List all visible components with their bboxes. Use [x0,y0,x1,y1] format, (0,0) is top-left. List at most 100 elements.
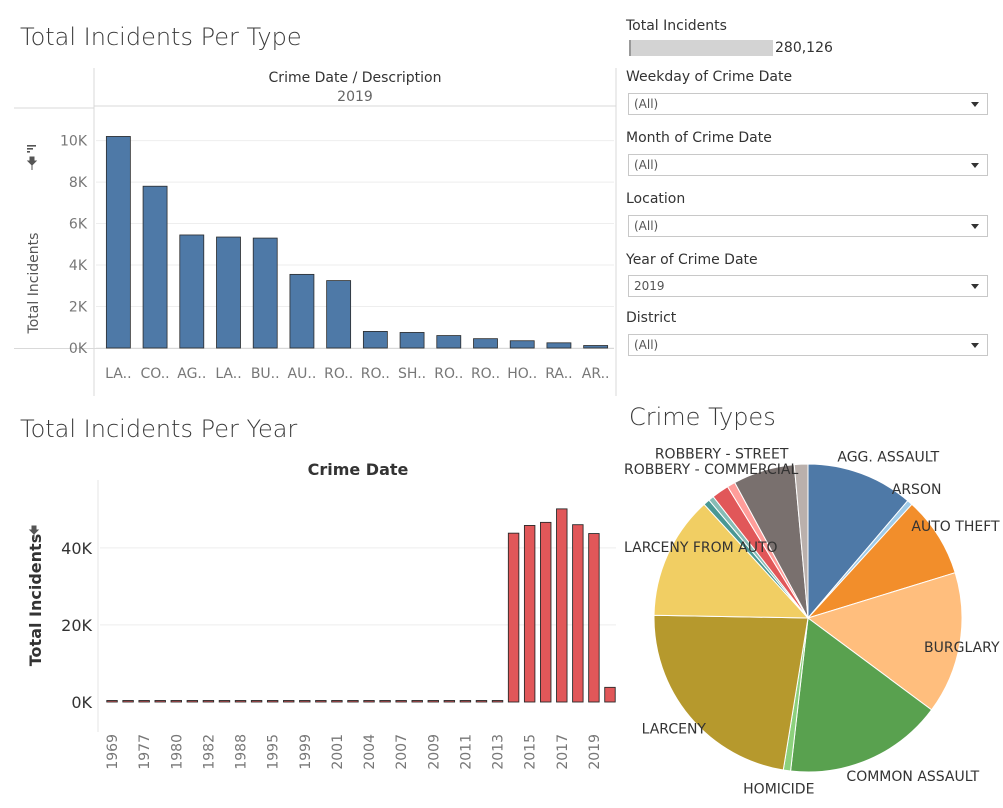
bar[interactable] [583,345,609,349]
x-tick-label: LA.. [215,366,241,382]
x-tick-label: 2013 [491,734,507,770]
y-tick-label: 4K [69,258,88,274]
pie-label: AGG. ASSAULT [837,450,939,466]
x-tick-label: 2019 [587,734,603,770]
bar[interactable] [347,700,359,703]
x-tick-label: 2011 [458,734,474,770]
location-filter-dropdown[interactable]: (All) [628,215,988,237]
bar[interactable] [179,234,205,349]
per-type-title: Total Incidents Per Type [20,23,302,51]
bar[interactable] [509,340,535,349]
bar[interactable] [523,525,536,703]
year-filter-value: 2019 [634,279,665,293]
pie-label: LARCENY FROM AUTO [624,540,778,556]
y-axis-title: Total Incidents [26,534,45,666]
district-filter-value: (All) [634,338,659,352]
bar[interactable] [491,700,504,703]
total-incidents-slider[interactable] [629,40,773,56]
pie-slice[interactable] [653,614,809,771]
x-tick-label: 1977 [137,734,153,770]
x-tick-label: HO.. [507,366,537,382]
bar[interactable] [202,700,215,703]
bar[interactable] [362,331,388,349]
pie-label: BURGLARY [924,640,1000,656]
month-filter-label: Month of Crime Date [626,130,772,146]
bar[interactable] [289,273,315,349]
x-tick-label: RO.. [324,366,353,382]
bar[interactable] [252,237,278,349]
pin-icon[interactable] [26,156,38,170]
bar[interactable] [326,280,352,349]
bar[interactable] [105,136,131,349]
y-tick-label: 40K [61,539,92,558]
bar[interactable] [459,700,472,703]
y-tick-label: 2K [69,300,88,316]
bar[interactable] [170,700,182,703]
bar[interactable] [475,700,488,703]
bar[interactable] [556,508,568,703]
pie-slice[interactable] [806,572,963,711]
bar[interactable] [604,686,616,703]
bar[interactable] [250,700,263,703]
bar[interactable] [186,700,199,703]
year-filter-label: Year of Crime Date [626,252,758,268]
location-filter-label: Location [626,191,686,207]
weekday-filter-dropdown[interactable]: (All) [628,93,988,115]
bar[interactable] [546,342,572,349]
bar[interactable] [540,521,552,703]
y-tick-label: 0K [69,341,88,357]
district-filter-label: District [626,310,677,326]
month-filter-dropdown[interactable]: (All) [628,154,988,176]
y-tick-label: 0K [71,693,92,712]
x-tick-label: 2004 [362,734,378,770]
x-tick-label: 1988 [234,734,250,770]
bar[interactable] [473,338,498,349]
bar[interactable] [138,700,150,703]
bar[interactable] [299,700,311,703]
pie-slice[interactable] [790,617,933,773]
district-filter-dropdown[interactable]: (All) [628,334,988,356]
x-tick-label: RO.. [434,366,463,382]
chevron-down-icon [971,343,979,348]
bar[interactable] [443,700,456,703]
bar[interactable] [234,700,247,703]
bar[interactable] [399,332,425,349]
pie-slice[interactable] [807,463,909,620]
bar[interactable] [588,533,600,703]
bar[interactable] [216,236,241,349]
bar[interactable] [106,700,118,703]
x-tick-label: 2009 [426,734,442,770]
bar[interactable] [122,700,134,703]
bar[interactable] [331,700,343,703]
bar[interactable] [427,700,439,703]
crime-types-title: Crime Types [629,403,776,431]
bar[interactable] [436,335,462,349]
bar[interactable] [142,185,168,349]
x-tick-label: 2007 [394,734,410,770]
bar[interactable] [283,700,295,703]
bar[interactable] [154,700,166,703]
year-filter-dropdown[interactable]: 2019 [628,275,988,297]
x-tick-label: 1969 [105,734,121,770]
pin-icon[interactable] [28,525,40,539]
bar[interactable] [379,700,391,703]
bar[interactable] [507,532,520,703]
sort-icon[interactable] [27,145,36,153]
weekday-filter-label: Weekday of Crime Date [626,69,793,85]
bar[interactable] [266,700,279,703]
bar[interactable] [363,700,375,703]
bar[interactable] [411,700,423,703]
pie-slice[interactable] [793,463,809,619]
y-axis-title: Total Incidents [26,233,42,335]
x-tick-label: 1999 [298,734,314,770]
chevron-down-icon [971,163,979,168]
bar[interactable] [218,700,231,703]
pie-label: ARSON [892,482,942,498]
month-filter-value: (All) [634,158,659,172]
bar[interactable] [572,524,584,703]
bar[interactable] [395,700,407,703]
pie-slice[interactable] [653,503,810,619]
bar[interactable] [315,700,327,703]
pie-label: ROBBERY - COMMERCIAL [624,462,798,478]
